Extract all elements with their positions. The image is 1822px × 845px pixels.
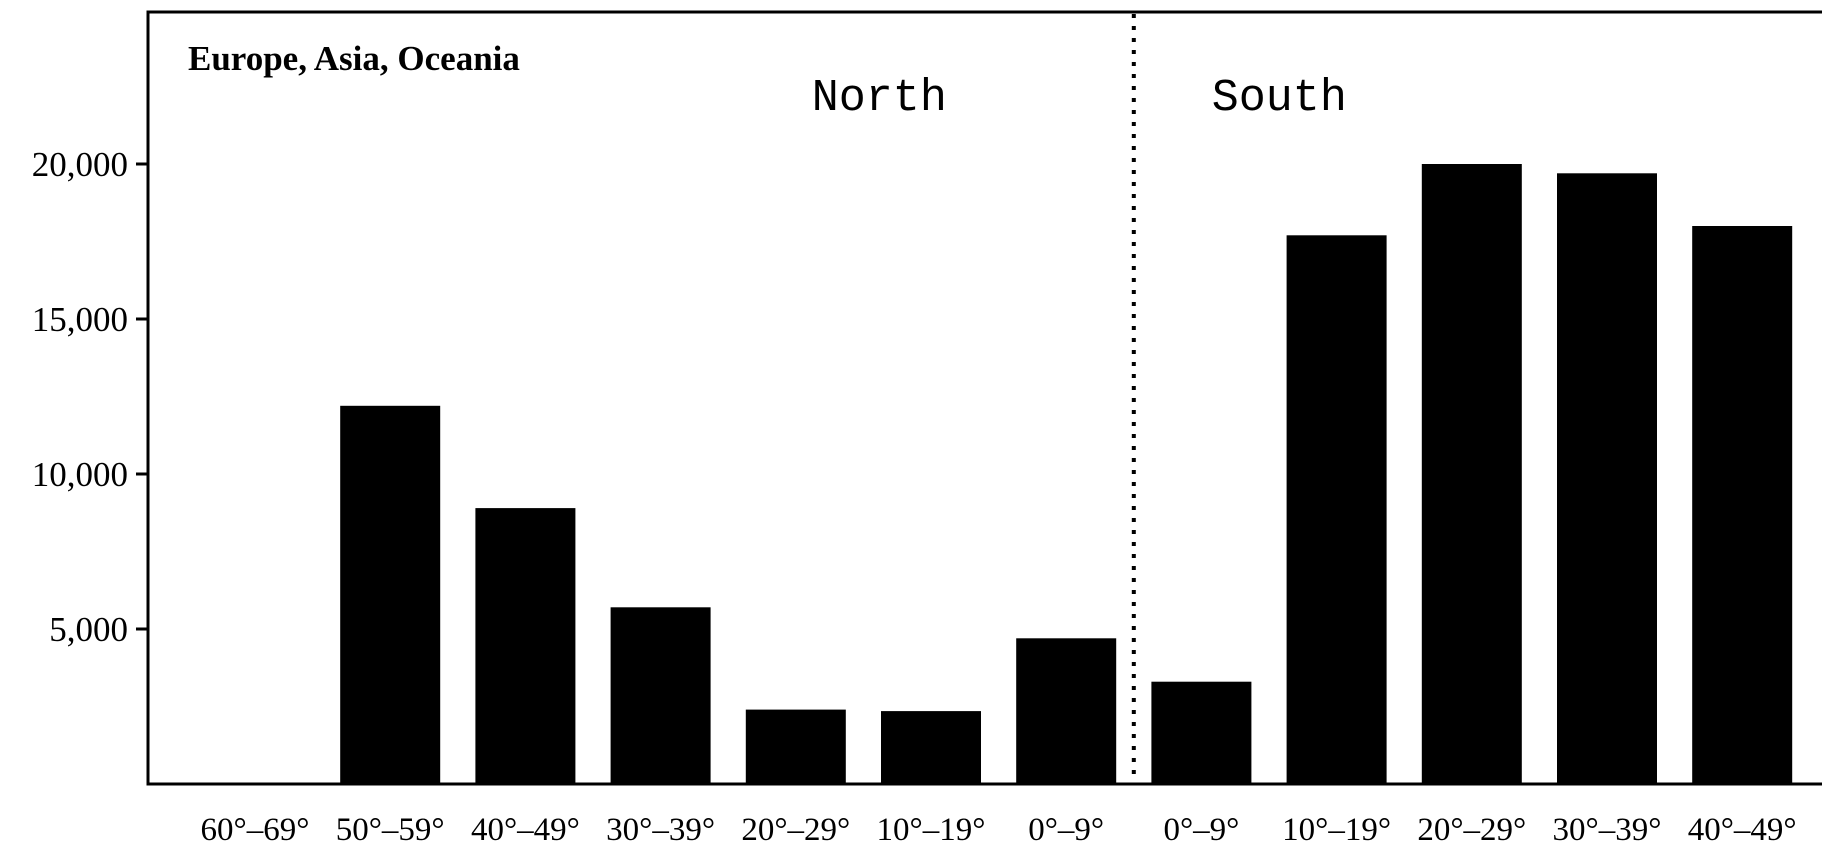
region-label-north: North	[812, 73, 947, 124]
y-tick-label: 15,000	[32, 300, 128, 339]
bar-7	[1151, 681, 1252, 784]
bar-9	[1421, 164, 1522, 784]
bar-5	[881, 711, 981, 784]
bar-2	[475, 508, 576, 784]
bar-3	[610, 607, 711, 784]
region-label-south: South	[1212, 73, 1347, 124]
y-axis: 5,000 10,000 15,000 20,000	[32, 145, 148, 649]
x-tick-label: 20°–29°	[1417, 812, 1526, 845]
bar-8	[1286, 235, 1387, 785]
x-tick-label: 60°–69°	[201, 812, 310, 845]
bar-10	[1557, 173, 1657, 785]
y-tick-label: 20,000	[32, 145, 128, 184]
x-tick-label: 10°–19°	[877, 812, 986, 845]
x-tick-label: 40°–49°	[471, 812, 580, 845]
x-tick-label: 40°–49°	[1688, 812, 1797, 845]
x-tick-label: 10°–19°	[1282, 812, 1391, 845]
bar-4	[745, 709, 846, 784]
x-tick-label: 20°–29°	[741, 812, 850, 845]
x-tick-label: 0°–9°	[1028, 812, 1104, 845]
y-tick-label: 10,000	[32, 455, 128, 494]
y-tick-label: 5,000	[49, 610, 128, 649]
chart-title: Europe, Asia, Oceania	[188, 39, 520, 78]
plot-frame	[146, 10, 1822, 786]
x-tick-label: 30°–39°	[1553, 812, 1662, 845]
x-tick-label: 30°–39°	[606, 812, 715, 845]
x-tick-label: 50°–59°	[336, 812, 445, 845]
x-tick-label: 0°–9°	[1163, 812, 1239, 845]
x-axis: 60°–69° 50°–59° 40°–49° 30°–39° 20°–29° 10°–1…	[201, 812, 1797, 845]
bar-1	[340, 405, 441, 784]
bar-11	[1692, 226, 1793, 784]
bar-6	[1016, 638, 1117, 784]
bars-group	[340, 164, 1793, 785]
